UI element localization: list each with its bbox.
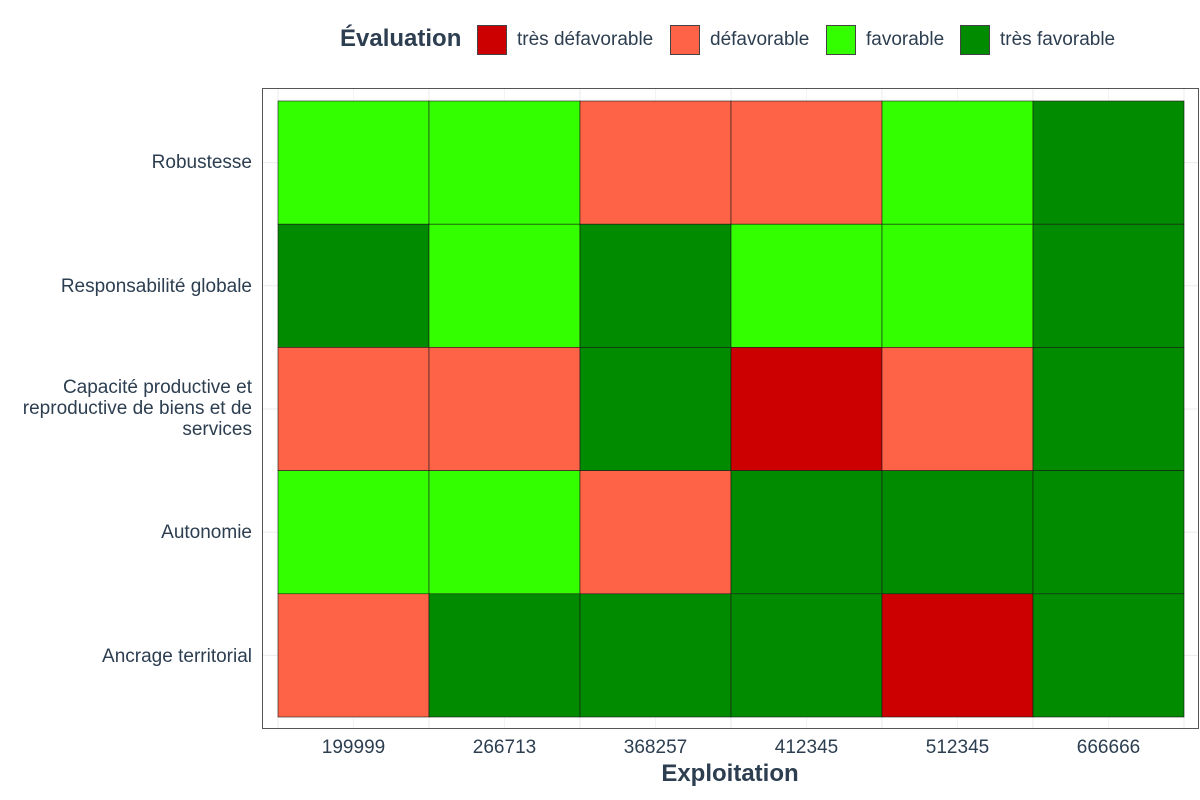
heatmap-cell: [579, 347, 732, 471]
heatmap-cell: [730, 347, 883, 471]
cell-layer: [277, 100, 1185, 718]
y-tick-label: Ancrage territorial: [102, 646, 252, 667]
legend-swatch-defavorable: [670, 25, 700, 55]
heatmap-cell: [881, 347, 1034, 471]
heatmap-cell: [277, 470, 430, 595]
heatmap-cell: [730, 223, 883, 348]
heatmap-cell: [428, 593, 581, 718]
legend-title: Évaluation: [340, 25, 462, 52]
legend-label: très favorable: [1000, 29, 1116, 50]
x-tick-label: 512345: [925, 737, 990, 758]
heatmap-cell: [1032, 223, 1185, 348]
heatmap-cell: [579, 470, 732, 595]
x-tick-label: 199999: [321, 737, 386, 758]
heatmap-cell: [428, 347, 581, 471]
legend-item-tres-favorable: très favorable: [960, 24, 1115, 56]
heatmap-cell: [428, 223, 581, 348]
y-tick-label: Autonomie: [161, 522, 252, 543]
x-axis-title: Exploitation: [661, 760, 799, 787]
legend-item-favorable: favorable: [826, 24, 944, 56]
legend-item-defavorable: défavorable: [670, 24, 809, 56]
heatmap-cell: [730, 593, 883, 718]
legend-swatch-favorable: [826, 25, 856, 55]
heatmap-cell: [579, 593, 732, 718]
x-tick-label: 666666: [1076, 737, 1141, 758]
x-tick-label: 412345: [774, 737, 839, 758]
y-tick-label: Robustesse: [151, 152, 252, 173]
heatmap-cell: [1032, 100, 1185, 225]
legend-label: très défavorable: [517, 29, 654, 50]
heatmap-cell: [881, 593, 1034, 718]
legend-item-tres-defavorable: très défavorable: [477, 24, 653, 56]
legend-label: favorable: [866, 29, 945, 50]
heatmap-cell: [881, 223, 1034, 348]
heatmap-cell: [1032, 347, 1185, 471]
heatmap-cell: [1032, 593, 1185, 718]
heatmap-cell: [277, 593, 430, 718]
x-tick-label: 368257: [623, 737, 688, 758]
legend-label: défavorable: [710, 29, 810, 50]
x-tick-label: 266713: [472, 737, 537, 758]
heatmap-cell: [1032, 470, 1185, 595]
heatmap-cell: [428, 100, 581, 225]
heatmap-cell: [428, 470, 581, 595]
heatmap-cell: [277, 223, 430, 348]
heatmap-cell: [881, 470, 1034, 595]
y-tick-label: Capacité productive et reproductive de b…: [22, 377, 252, 440]
heatmap-cell: [277, 347, 430, 471]
plot-panel-border: [262, 88, 1199, 729]
heatmap-cell: [881, 100, 1034, 225]
heatmap-cell: [579, 100, 732, 225]
heatmap-cell: [277, 100, 430, 225]
heatmap-cell: [730, 100, 883, 225]
heatmap-cell: [730, 470, 883, 595]
legend-swatch-tres-favorable: [960, 25, 990, 55]
legend: Évaluation très défavorable défavorable …: [0, 20, 1200, 60]
heatmap-cell: [579, 223, 732, 348]
legend-swatch-tres-defavorable: [477, 25, 507, 55]
y-tick-label: Responsabilité globale: [60, 276, 252, 297]
